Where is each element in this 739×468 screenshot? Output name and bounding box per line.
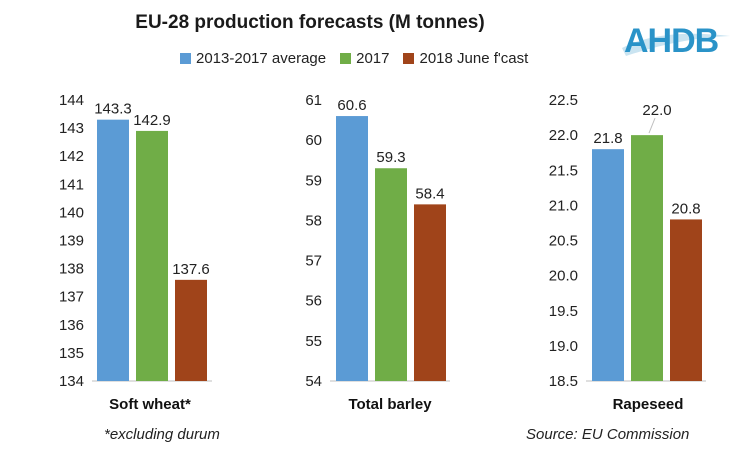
y-tick-label: 140	[59, 204, 84, 221]
data-label: 143.3	[94, 101, 132, 118]
data-label: 22.0	[642, 102, 671, 119]
x-category-label: Rapeseed	[613, 396, 684, 413]
bar	[592, 149, 624, 381]
y-tick-label: 20.5	[549, 233, 578, 250]
data-label: 60.6	[337, 97, 366, 114]
source-note: Source: EU Commission	[526, 426, 690, 443]
y-tick-label: 135	[59, 345, 84, 362]
y-tick-label: 20.0	[549, 268, 578, 285]
data-label: 21.8	[593, 130, 622, 147]
y-tick-label: 54	[305, 373, 322, 390]
y-tick-label: 139	[59, 233, 84, 250]
y-tick-label: 19.5	[549, 303, 578, 320]
legend-item-average: 2013-2017 average	[180, 50, 326, 67]
ahdb-logo: AHDB	[620, 14, 732, 70]
data-label: 59.3	[376, 149, 405, 166]
y-tick-label: 61	[305, 92, 322, 109]
y-tick-label: 55	[305, 333, 322, 350]
y-tick-label: 56	[305, 293, 322, 310]
y-tick-label: 22.0	[549, 127, 578, 144]
y-tick-label: 57	[305, 253, 322, 270]
y-tick-label: 21.0	[549, 197, 578, 214]
legend-label-average: 2013-2017 average	[196, 50, 327, 67]
legend-swatch-2018	[403, 53, 415, 64]
bar	[97, 119, 129, 382]
data-label-leader	[648, 117, 656, 134]
y-tick-label: 19.0	[549, 338, 578, 355]
legend: 2013-2017 average 2017 2018 June f'cast	[180, 50, 528, 67]
bar	[175, 279, 207, 381]
legend-item-2018: 2018 June f'cast	[403, 50, 528, 67]
data-label: 58.4	[415, 185, 444, 202]
y-tick-label: 22.5	[549, 92, 578, 109]
data-label: 137.6	[172, 261, 210, 278]
x-category-label: Total barley	[348, 396, 432, 413]
y-tick-label: 138	[59, 261, 84, 278]
y-tick-label: 59	[305, 172, 322, 189]
y-tick-label: 18.5	[549, 373, 578, 390]
legend-swatch-2017	[340, 53, 352, 64]
logo-text: AHDB	[624, 22, 719, 60]
bar	[414, 204, 446, 381]
y-tick-label: 144	[59, 92, 84, 109]
y-tick-label: 142	[59, 148, 84, 165]
legend-swatch-average	[180, 53, 191, 64]
bar	[670, 219, 702, 381]
legend-label-2018: 2018 June f'cast	[419, 50, 529, 67]
y-tick-label: 60	[305, 132, 322, 149]
logo-swoosh-icon	[622, 33, 730, 56]
data-label: 142.9	[133, 112, 171, 129]
chart-title: EU-28 production forecasts (M tonnes)	[135, 12, 485, 33]
legend-item-2017: 2017	[340, 50, 389, 67]
bar	[631, 135, 663, 381]
data-label: 20.8	[671, 200, 700, 217]
footnote: *excluding durum	[104, 426, 220, 443]
y-tick-label: 136	[59, 317, 84, 334]
y-tick-label: 21.5	[549, 162, 578, 179]
y-tick-label: 58	[305, 212, 322, 229]
y-tick-label: 137	[59, 289, 84, 306]
legend-label-2017: 2017	[356, 50, 390, 67]
x-category-label: Soft wheat*	[109, 396, 191, 413]
bar	[375, 168, 407, 381]
bar	[136, 130, 168, 381]
y-tick-label: 134	[59, 373, 84, 390]
y-tick-label: 141	[59, 176, 84, 193]
y-tick-label: 143	[59, 120, 84, 137]
bar	[336, 116, 368, 382]
